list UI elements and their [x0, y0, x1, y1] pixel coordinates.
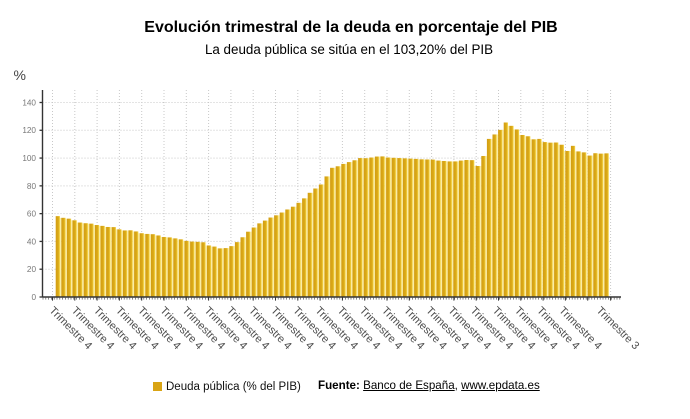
svg-text:0: 0	[31, 293, 36, 302]
svg-text:80: 80	[27, 182, 37, 191]
svg-text:20: 20	[27, 265, 37, 274]
svg-text:120: 120	[22, 126, 36, 135]
svg-text:40: 40	[27, 237, 37, 246]
svg-text:60: 60	[27, 210, 37, 219]
svg-text:140: 140	[22, 98, 36, 107]
svg-text:100: 100	[22, 154, 36, 163]
